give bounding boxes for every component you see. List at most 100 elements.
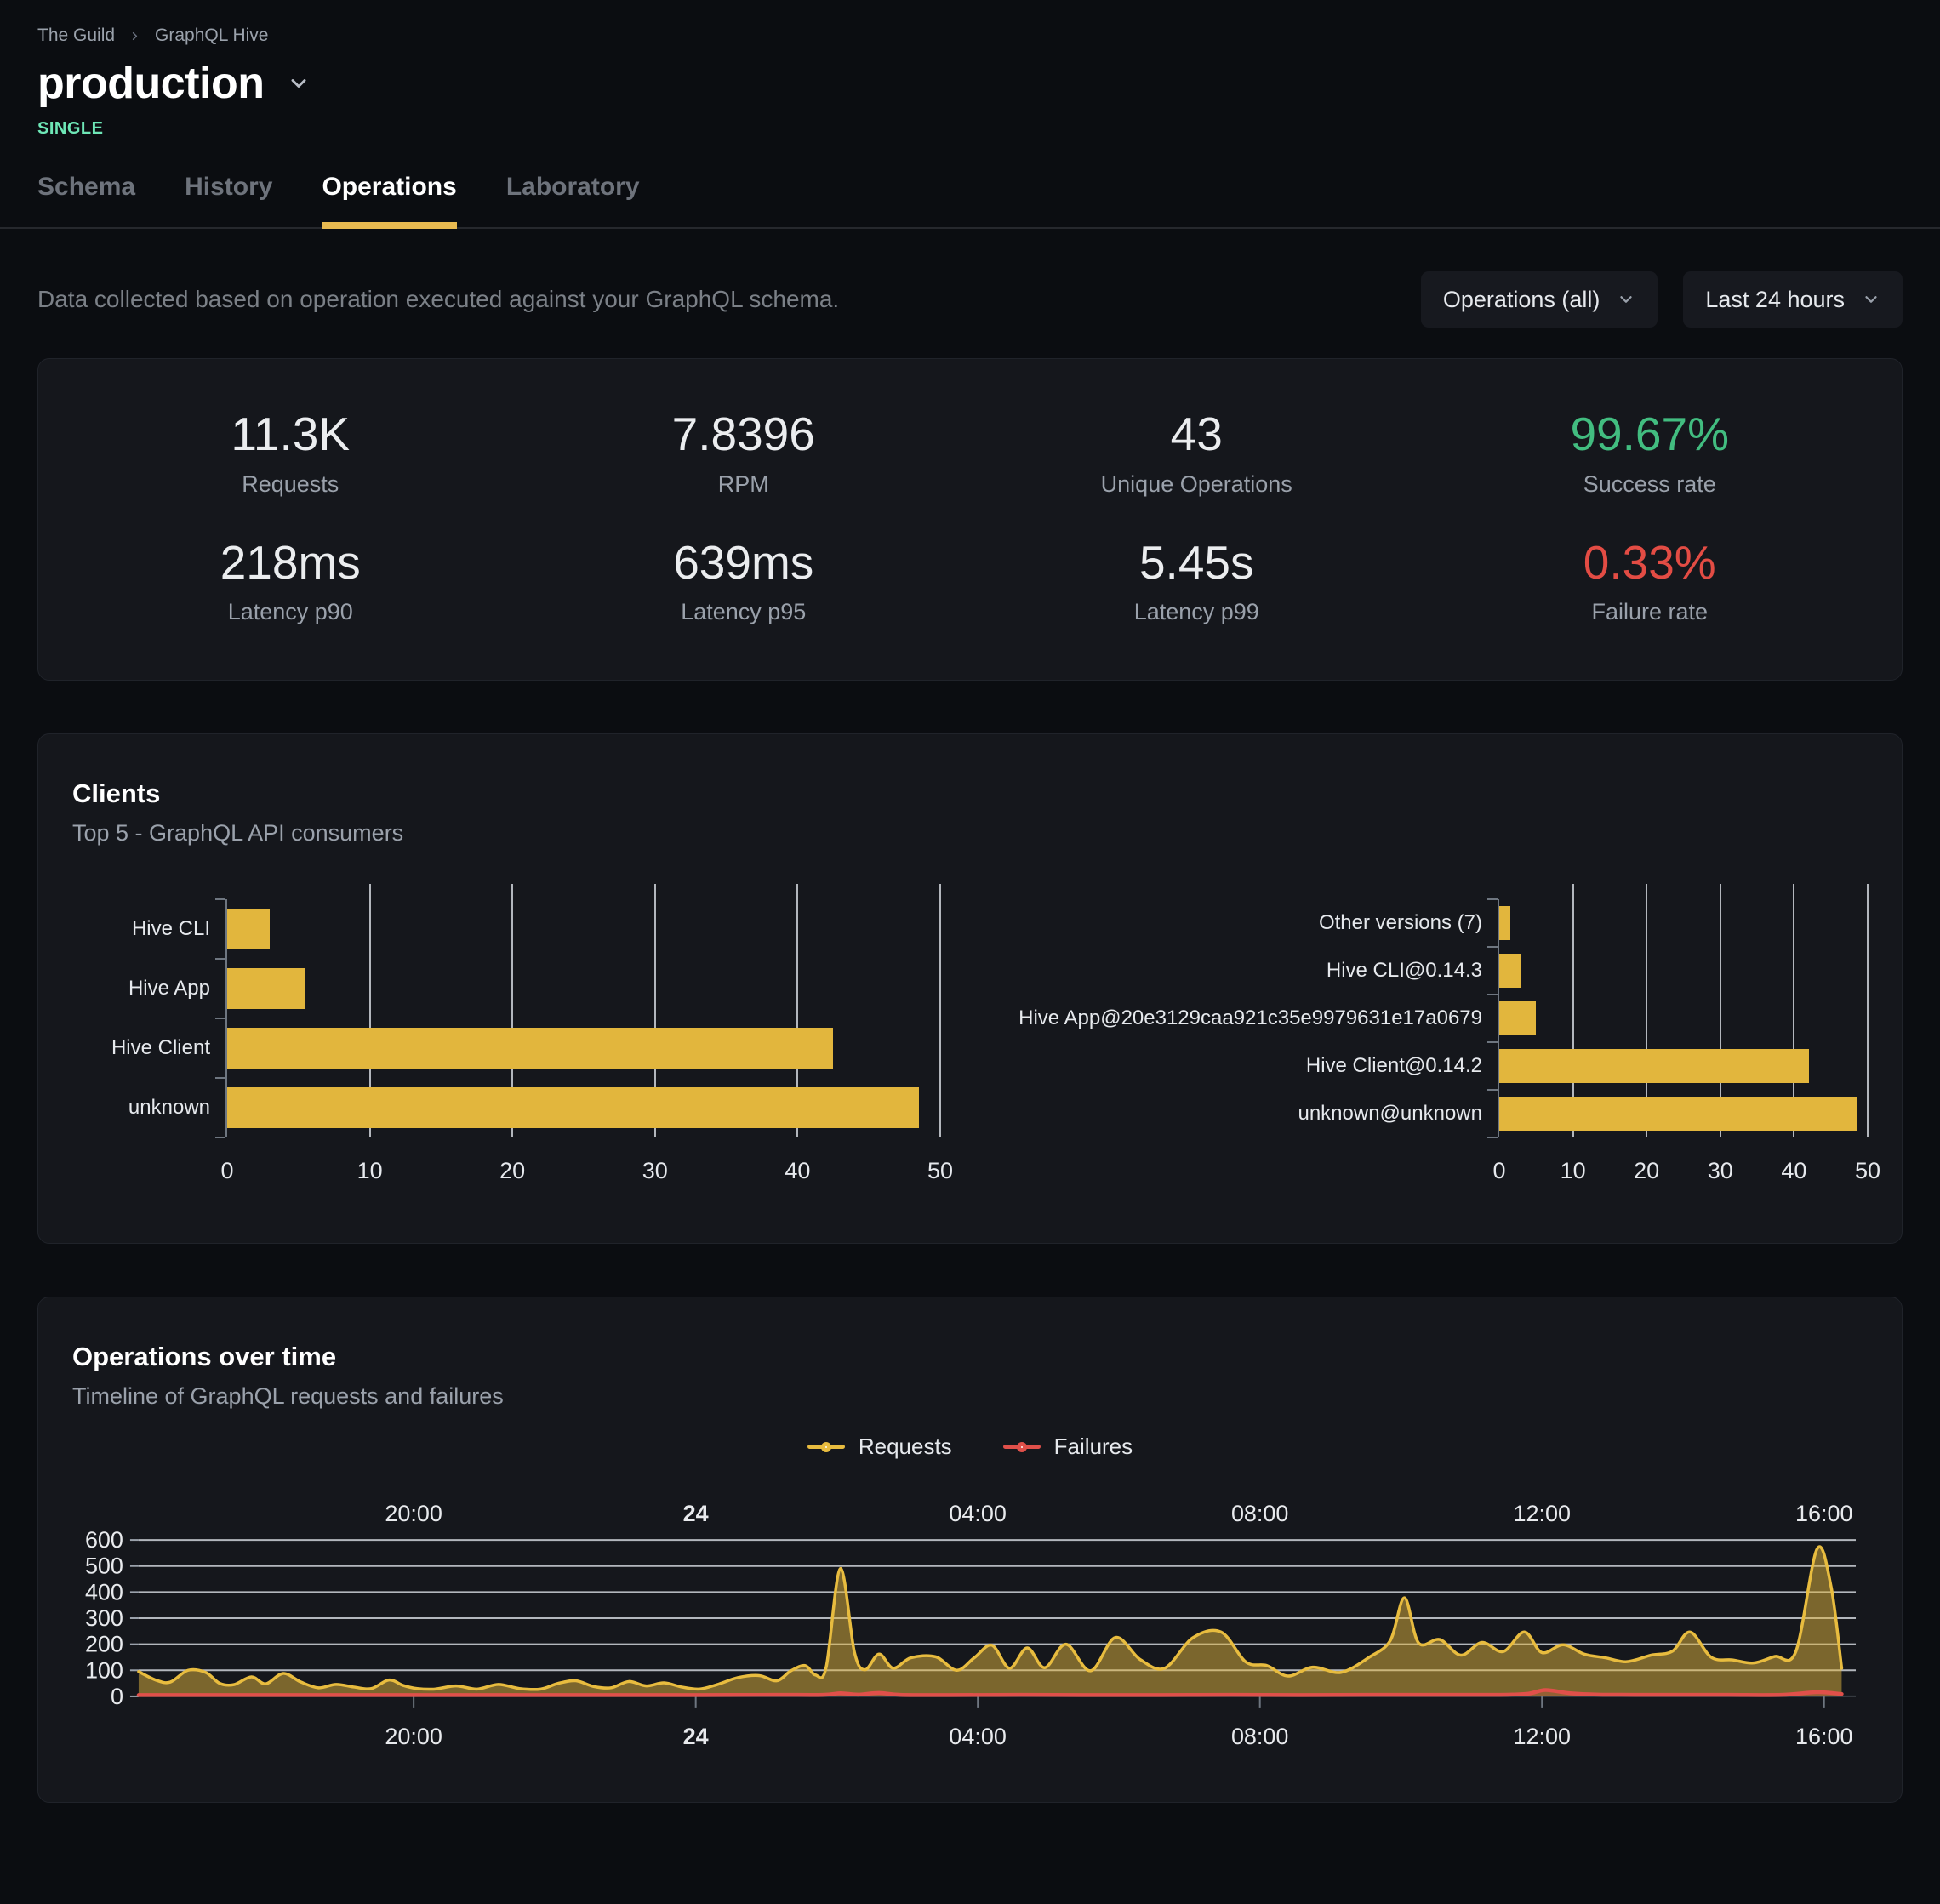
- legend-item-failures[interactable]: Failures: [1002, 1434, 1133, 1460]
- stat-requests: 11.3K Requests: [64, 408, 517, 498]
- x-axis-label: 50: [1854, 1158, 1881, 1183]
- stat-label: Requests: [242, 470, 340, 497]
- x-axis-label: 24: [683, 1724, 709, 1749]
- stat-latency-p90: 218ms Latency p90: [64, 535, 517, 626]
- clients-by-name-chart: Hive CLI Hive App Hive Client unknown 0 10 20 3…: [72, 884, 953, 1195]
- bar-hive-cli[interactable]: [227, 909, 271, 949]
- x-axis-label: 24: [683, 1501, 709, 1526]
- legend-label: Failures: [1053, 1434, 1133, 1459]
- tab-laboratory[interactable]: Laboratory: [505, 173, 640, 201]
- x-axis-label: 20:00: [385, 1724, 442, 1749]
- stat-label: Latency p99: [1133, 599, 1259, 624]
- clients-by-version-chart: Other versions (7) Hive CLI@0.14.3 Hive Ap…: [1000, 884, 1880, 1195]
- stat-latency-p95: 639ms Latency p95: [517, 536, 971, 626]
- x-axis-label: 30: [1707, 1158, 1733, 1183]
- x-axis-label: 08:00: [1231, 1501, 1288, 1526]
- period-filter-label: Last 24 hours: [1705, 286, 1845, 312]
- legend-marker-icon: [807, 1441, 845, 1452]
- x-axis-label: 0: [220, 1158, 234, 1183]
- bar-hive-cli-0-14-3[interactable]: [1499, 954, 1521, 988]
- legend-marker-icon: [1002, 1441, 1041, 1452]
- failures-series-line: [136, 1688, 1844, 1697]
- bar-hive-client-0-14-2[interactable]: [1499, 1049, 1809, 1083]
- tab-schema[interactable]: Schema: [37, 173, 136, 201]
- x-axis-label: 20: [499, 1158, 526, 1183]
- legend-item-requests[interactable]: Requests: [807, 1434, 952, 1460]
- y-axis-label: 500: [85, 1553, 123, 1579]
- breadcrumb-item-graphql-hive[interactable]: GraphQL Hive: [155, 26, 269, 45]
- bar-hive-app[interactable]: [227, 968, 306, 1009]
- bar-row-hive-cli-0-14-3: Hive CLI@0.14.3: [1000, 946, 1868, 995]
- y-axis-label: 600: [85, 1527, 123, 1553]
- x-axis-label: 12:00: [1513, 1724, 1571, 1749]
- tab-history[interactable]: History: [185, 173, 273, 201]
- stat-value: 5.45s: [1138, 535, 1254, 589]
- chevron-down-icon[interactable]: [287, 71, 311, 95]
- timeline-chart: 0 100 200 300 400 500 600 20:00 20:00 24 24 04:00 04…: [72, 1499, 1868, 1754]
- tab-operations[interactable]: Operations: [322, 173, 458, 229]
- category-label: Other versions (7): [1318, 911, 1482, 934]
- x-axis-ticks: 0 10 20 30 40 50: [220, 1143, 953, 1195]
- breadcrumb-item-the-guild[interactable]: The Guild: [37, 26, 116, 45]
- stat-failure-rate: 0.33% Failure rate: [1424, 536, 1877, 626]
- category-label: unknown: [128, 1096, 210, 1119]
- operations-over-time-subtitle: Timeline of GraphQL requests and failure…: [72, 1383, 504, 1409]
- target-type-badge: SINGLE: [37, 119, 104, 138]
- category-label: Hive Client@0.14.2: [1305, 1054, 1482, 1077]
- x-axis-label: 10: [1560, 1158, 1586, 1183]
- bar-hive-client[interactable]: [227, 1028, 834, 1069]
- bar-unknown[interactable]: [227, 1087, 919, 1128]
- x-axis-label: 40: [1781, 1158, 1807, 1183]
- operations-over-time-card: Operations over time Timeline of GraphQL…: [37, 1297, 1903, 1803]
- x-axis-label: 16:00: [1795, 1501, 1853, 1526]
- stat-label: RPM: [717, 470, 769, 497]
- x-axis-label: 08:00: [1231, 1724, 1288, 1749]
- stats-card: 11.3K Requests 7.8396 RPM 43 Unique Operation…: [37, 358, 1903, 681]
- stat-unique-operations: 43 Unique Operations: [970, 408, 1424, 498]
- stat-label: Latency p90: [227, 599, 353, 624]
- tabs: Schema History Operations Laboratory: [0, 173, 1940, 229]
- bar-row-hive-cli: Hive CLI: [72, 898, 940, 959]
- x-axis-ticks: 0 10 20 30 40 50: [1492, 1143, 1880, 1195]
- clients-card: Clients Top 5 - GraphQL API consumers Hi…: [37, 733, 1903, 1244]
- stat-value: 43: [1170, 408, 1223, 460]
- operations-filter-dropdown[interactable]: Operations (all): [1420, 271, 1658, 328]
- bar-other-versions-7[interactable]: [1499, 906, 1510, 940]
- category-label: unknown@unknown: [1298, 1102, 1482, 1125]
- y-axis-label: 200: [85, 1632, 123, 1657]
- bar-row-hive-client: Hive Client: [72, 1018, 940, 1078]
- period-filter-dropdown[interactable]: Last 24 hours: [1683, 271, 1903, 328]
- y-axis-label: 300: [85, 1605, 123, 1631]
- requests-series-area: [138, 1547, 1842, 1696]
- x-axis-label: 12:00: [1513, 1501, 1571, 1526]
- stat-value: 11.3K: [231, 408, 351, 460]
- stat-rpm: 7.8396 RPM: [517, 408, 971, 498]
- stat-value: 218ms: [220, 535, 361, 589]
- legend-label: Requests: [858, 1434, 952, 1459]
- y-axis-label: 0: [111, 1684, 123, 1709]
- clients-title: Clients: [72, 778, 161, 808]
- stat-success-rate: 99.67% Success rate: [1424, 408, 1877, 498]
- stat-label: Latency p95: [681, 599, 807, 624]
- category-label: Hive App@20e3129caa921c35e9979631e17a067…: [1018, 1006, 1482, 1029]
- stat-value: 7.8396: [671, 408, 815, 460]
- category-label: Hive CLI@0.14.3: [1326, 959, 1482, 982]
- timeline-legend: Requests Failures: [72, 1434, 1868, 1460]
- x-axis-label: 20: [1634, 1158, 1660, 1183]
- bar-row-unknown-unknown: unknown@unknown: [1000, 1089, 1868, 1138]
- x-axis-label: 20:00: [385, 1501, 442, 1526]
- category-label: Hive CLI: [131, 917, 210, 940]
- stat-label: Success rate: [1583, 470, 1716, 497]
- bar-unknown-unknown[interactable]: [1499, 1097, 1857, 1131]
- bar-hive-app-20e3129caa921c35e9979631e17a0679[interactable]: [1499, 1001, 1537, 1035]
- y-axis-label: 400: [85, 1579, 123, 1605]
- filter-description: Data collected based on operation execut…: [37, 286, 840, 312]
- operations-over-time-title: Operations over time: [72, 1342, 337, 1371]
- bar-row-hive-app: Hive App: [72, 958, 940, 1018]
- x-axis-label: 50: [927, 1158, 954, 1183]
- clients-subtitle: Top 5 - GraphQL API consumers: [72, 820, 404, 846]
- page-header: The Guild GraphQL Hive production SINGLE…: [0, 0, 1940, 229]
- category-label: Hive Client: [111, 1036, 210, 1059]
- x-axis-label: 30: [642, 1158, 668, 1183]
